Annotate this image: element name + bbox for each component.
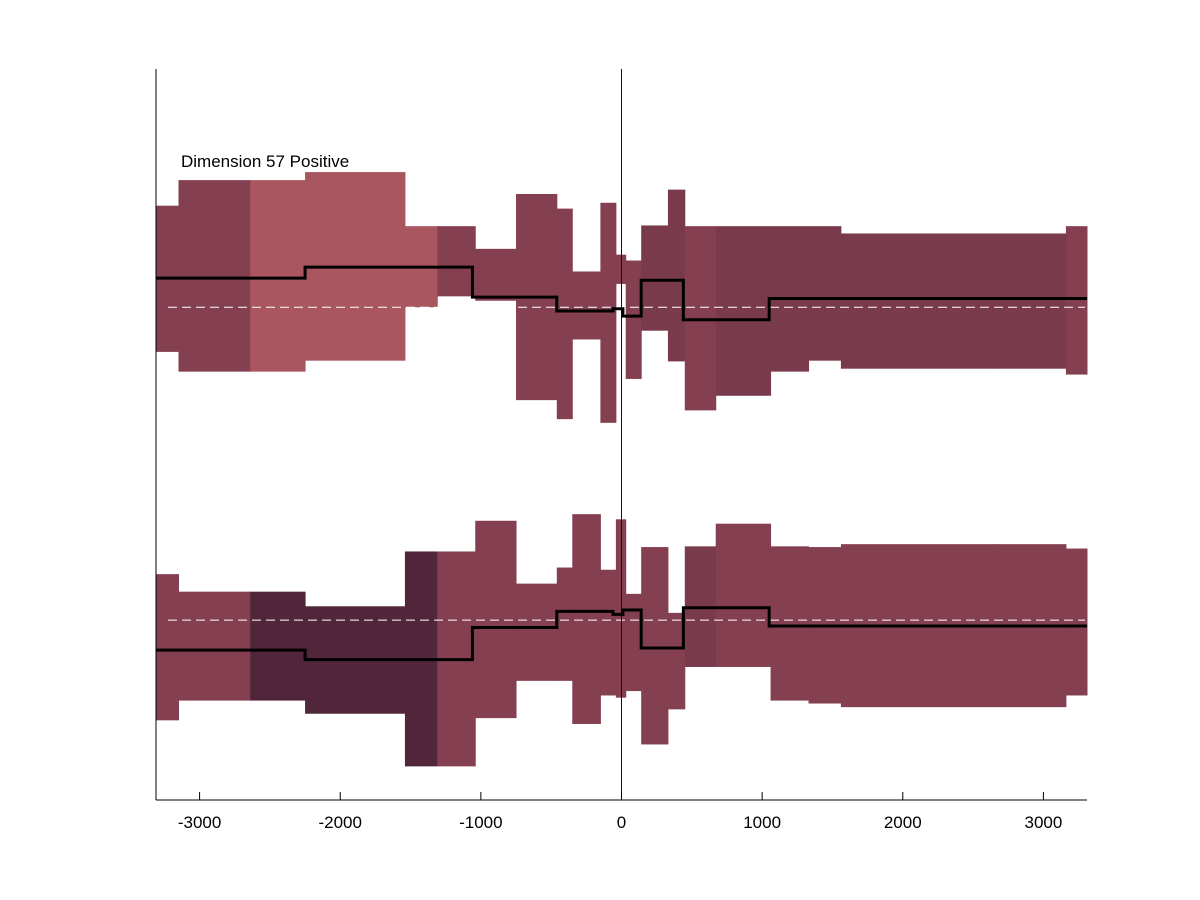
band-segment-1-8 [556, 567, 573, 681]
band-segment-1-2 [250, 591, 306, 701]
x-tick-label: 1000 [743, 813, 781, 832]
baseline-lines [168, 306, 1085, 621]
band-segment-1-16 [715, 523, 772, 667]
band-segment-0-8 [556, 208, 573, 420]
band-segment-0-18 [808, 226, 842, 361]
x-tick-label: 2000 [884, 813, 922, 832]
band-segment-0-14 [667, 189, 686, 362]
signal-lines [156, 265, 1087, 662]
band-segment-0-13 [641, 225, 669, 331]
variance-bands [156, 172, 1088, 767]
band-segment-1-12 [625, 593, 642, 692]
band-segment-1-21 [1065, 548, 1088, 696]
x-tick-label: -3000 [178, 813, 221, 832]
band-segment-1-14 [667, 612, 686, 710]
x-tick-label: -2000 [318, 813, 361, 832]
step-line-1 [156, 606, 1087, 662]
band-segment-0-5 [437, 226, 476, 297]
band-segment-0-9 [572, 271, 601, 340]
band-segment-1-1 [178, 591, 251, 701]
x-ticks: -3000 -2000 -1000 0 1000 2000 3000 [178, 792, 1062, 832]
chart-title: Dimension 57 Positive [181, 152, 349, 171]
band-segment-0-1 [178, 180, 251, 372]
band-segment-1-13 [641, 547, 669, 745]
band-segment-1-10 [600, 569, 617, 696]
band-segment-0-19 [840, 233, 997, 369]
step-line-0 [156, 265, 1087, 322]
band-segment-0-20 [995, 233, 1067, 369]
band-segment-1-9 [572, 514, 601, 724]
band-segment-0-10 [600, 202, 617, 423]
x-tick-label: 0 [617, 813, 626, 832]
band-segment-0-16 [715, 226, 772, 396]
band-segment-0-21 [1065, 226, 1088, 375]
x-tick-label: 3000 [1024, 813, 1062, 832]
band-segment-1-17 [770, 546, 810, 701]
band-segment-1-0 [156, 574, 180, 721]
band-segment-0-12 [625, 260, 642, 379]
band-segment-1-7 [516, 583, 558, 681]
band-segment-0-6 [475, 248, 517, 301]
x-tick-label: -1000 [459, 813, 502, 832]
band-segment-1-6 [475, 520, 517, 719]
band-segment-0-2 [250, 180, 306, 372]
